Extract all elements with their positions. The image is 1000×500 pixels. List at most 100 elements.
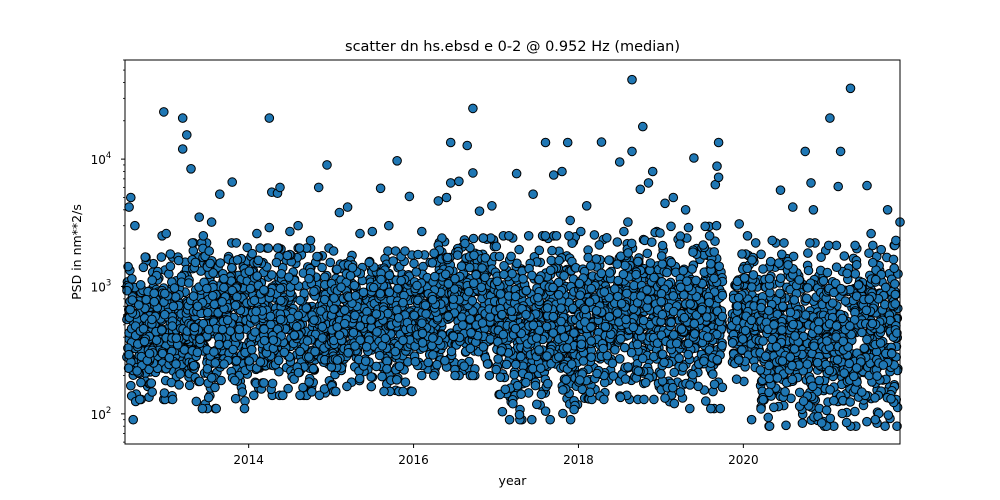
data-point <box>523 231 534 241</box>
data-point <box>785 307 796 318</box>
data-point <box>683 349 694 360</box>
data-point <box>660 198 670 209</box>
data-point <box>620 260 630 271</box>
data-point <box>496 346 507 356</box>
data-point <box>149 288 159 299</box>
data-point <box>712 355 723 365</box>
data-point <box>777 249 787 260</box>
data-point <box>564 231 574 241</box>
data-point <box>666 221 676 232</box>
data-point <box>574 278 585 289</box>
data-point <box>295 346 305 357</box>
data-point <box>626 347 637 358</box>
data-point <box>456 261 467 272</box>
data-point <box>222 315 233 326</box>
data-point <box>868 257 878 268</box>
data-point <box>803 248 813 258</box>
data-point <box>497 406 508 417</box>
data-point <box>138 324 149 334</box>
data-point <box>394 361 405 372</box>
data-point <box>371 361 382 372</box>
data-point <box>540 137 551 148</box>
data-point <box>354 373 365 384</box>
data-point <box>853 280 864 290</box>
data-point <box>157 348 168 359</box>
data-point <box>548 170 559 180</box>
data-point <box>329 304 339 314</box>
data-point <box>464 262 475 273</box>
data-point <box>666 317 676 328</box>
data-point <box>591 254 602 264</box>
data-point <box>669 367 680 378</box>
data-point <box>756 404 766 414</box>
data-point <box>441 192 452 203</box>
data-point <box>448 331 459 342</box>
data-point <box>683 222 694 233</box>
data-point <box>612 308 623 318</box>
data-point <box>756 249 766 260</box>
data-point <box>668 382 678 393</box>
data-point <box>375 183 386 194</box>
data-point <box>514 244 524 255</box>
data-point <box>202 364 213 374</box>
data-point <box>635 184 646 195</box>
data-point <box>713 172 724 183</box>
data-point <box>187 238 198 248</box>
data-point <box>332 355 343 365</box>
data-point <box>850 269 861 279</box>
data-point <box>255 243 265 253</box>
data-point <box>471 270 481 280</box>
data-point <box>674 353 684 364</box>
data-point <box>272 243 283 253</box>
data-point <box>662 267 672 278</box>
data-point <box>507 268 517 279</box>
data-point <box>750 238 761 248</box>
data-point <box>350 291 361 301</box>
data-point <box>151 335 162 346</box>
data-point <box>699 356 709 367</box>
data-point <box>838 336 849 347</box>
data-point <box>832 355 843 365</box>
data-point <box>459 361 469 372</box>
data-point <box>343 348 354 358</box>
data-point <box>845 83 856 94</box>
data-point <box>231 355 242 366</box>
data-point <box>467 296 478 306</box>
data-point <box>742 231 753 241</box>
data-point <box>775 288 785 299</box>
data-point <box>173 255 184 266</box>
data-point <box>548 282 558 293</box>
data-point <box>837 408 848 419</box>
data-point <box>468 370 478 381</box>
data-point <box>777 356 788 366</box>
data-point <box>289 330 300 341</box>
data-point <box>615 334 626 344</box>
data-point <box>531 333 542 343</box>
data-point <box>878 360 889 370</box>
data-point <box>480 272 490 283</box>
data-point <box>845 321 855 331</box>
data-point <box>412 280 422 291</box>
data-point <box>446 346 457 357</box>
data-point <box>127 274 137 284</box>
data-point <box>809 341 819 352</box>
data-point <box>398 335 408 346</box>
data-point <box>390 346 401 357</box>
data-point <box>840 296 851 306</box>
data-point <box>622 288 632 299</box>
data-point <box>596 137 607 147</box>
data-point <box>217 324 228 335</box>
data-point <box>711 220 722 231</box>
data-point <box>689 318 700 329</box>
data-point <box>734 219 745 229</box>
data-point <box>268 335 279 346</box>
data-point <box>440 269 451 280</box>
data-point <box>862 416 872 427</box>
data-point <box>553 290 564 300</box>
data-point <box>393 283 403 294</box>
data-point <box>835 146 846 157</box>
data-point <box>134 300 144 310</box>
data-point <box>772 373 783 383</box>
data-point <box>787 374 798 385</box>
data-point <box>581 201 592 211</box>
